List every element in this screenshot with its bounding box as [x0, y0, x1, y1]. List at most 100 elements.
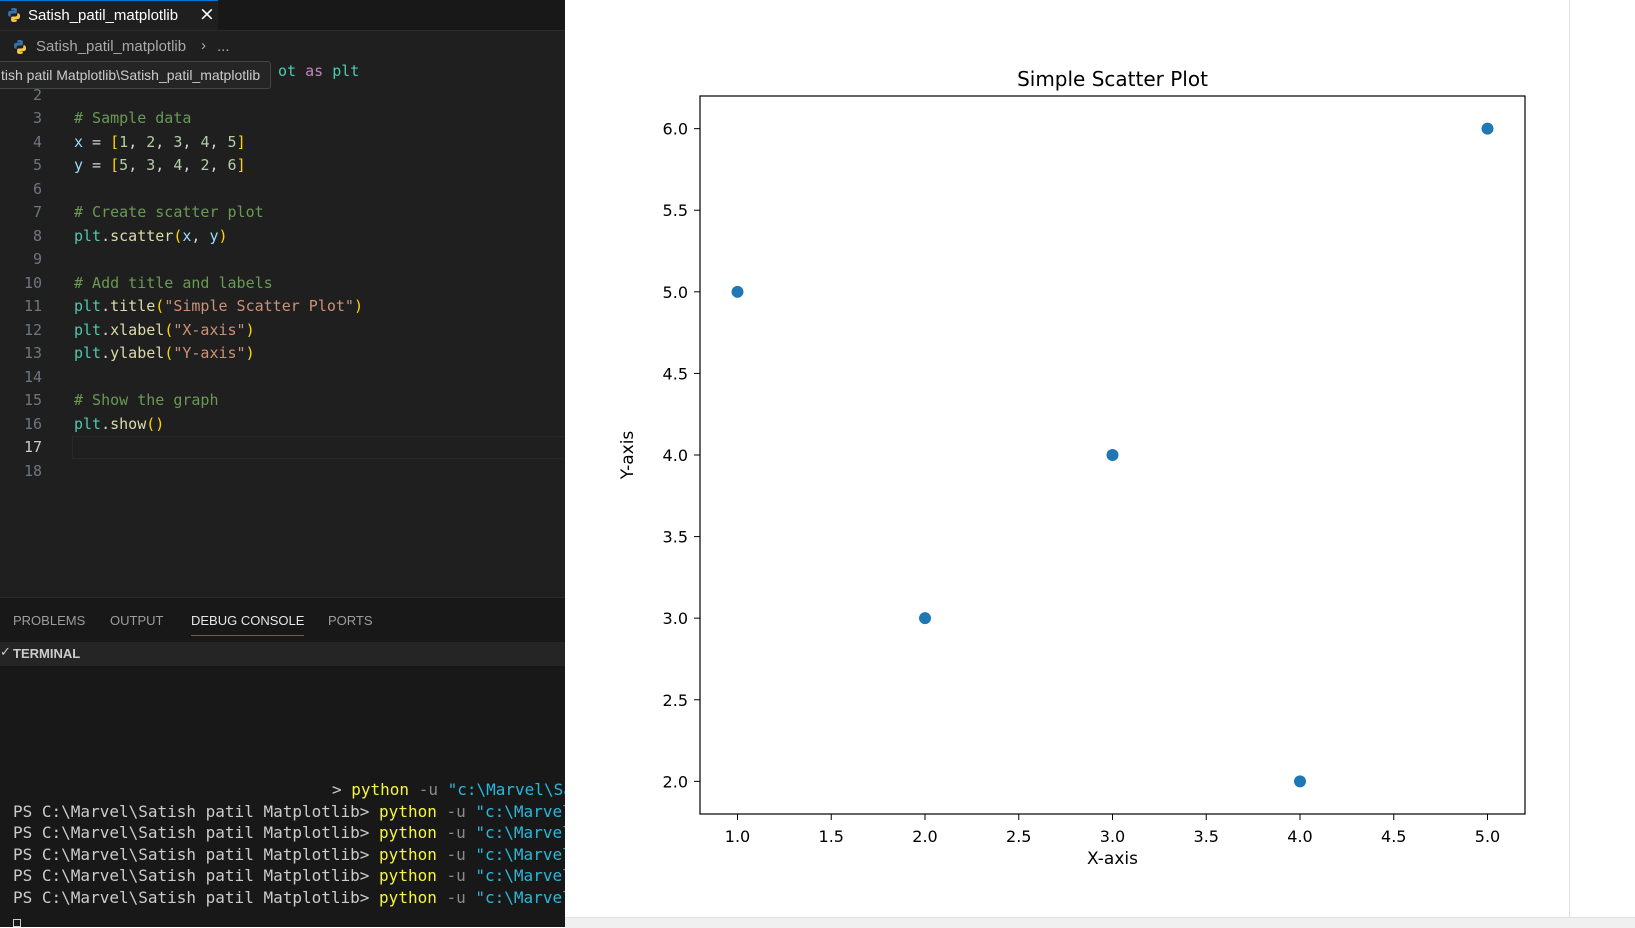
x-tick-label: 1.0: [725, 827, 750, 846]
terminal-flag: -u: [446, 801, 466, 821]
y-tick-label: 2.5: [663, 691, 688, 710]
terminal-label: TERMINAL: [13, 646, 81, 661]
code-token: x: [74, 132, 84, 151]
code-token: ,: [155, 156, 174, 174]
code-token: plt: [74, 320, 102, 339]
code-token: ,: [128, 156, 147, 174]
line-number: 17: [23, 438, 42, 456]
code-token: [323, 62, 332, 80]
line-number: 11: [23, 297, 42, 315]
code-token: 5: [119, 156, 129, 174]
code-token: ): [218, 226, 228, 245]
code-line[interactable]: 8 plt.scatter(x, y): [0, 225, 565, 248]
chart-title: Simple Scatter Plot: [1017, 67, 1208, 91]
code-token: ,: [209, 132, 228, 151]
code-token: x: [182, 226, 192, 245]
terminal-prompt: PS C:\Marvel\Satish patil Matplotlib>: [13, 844, 380, 864]
terminal-line: PS C:\Marvel\Satish patil Matplotlib> py…: [13, 822, 565, 844]
code-text: # Add title and labels: [74, 272, 273, 295]
editor-window: Satish_patil_matplotlib × Satish_patil_m…: [0, 0, 565, 927]
code-line[interactable]: 17: [0, 436, 565, 459]
code-token: 2: [146, 132, 156, 151]
x-tick-label: 4.5: [1381, 827, 1406, 846]
editor-tab[interactable]: Satish_patil_matplotlib ×: [0, 0, 218, 30]
terminal-cmd: python: [379, 866, 437, 885]
terminal-sp: [466, 845, 476, 864]
terminal-arg: "c:\Marvel\Sa: [475, 866, 565, 885]
code-line[interactable]: 2: [0, 84, 565, 107]
line-number: 5: [32, 156, 42, 174]
x-tick-label: 1.5: [819, 827, 844, 846]
code-token: .: [101, 344, 111, 362]
code-token: .: [101, 297, 111, 315]
scatter-point: [1481, 122, 1494, 135]
line-number: 8: [32, 226, 42, 245]
code-line[interactable]: 13 plt.ylabel("Y-axis"): [0, 342, 565, 365]
breadcrumb-more[interactable]: ...: [217, 38, 230, 55]
code-line[interactable]: 15 # Show the graph: [0, 389, 565, 412]
code-line[interactable]: 7 # Create scatter plot: [0, 201, 565, 224]
x-tick-label: 3.0: [1100, 827, 1125, 846]
y-tick-label: 3.5: [663, 528, 688, 547]
data-points: [731, 122, 1494, 788]
code-token: [: [110, 156, 120, 174]
code-line[interactable]: 9: [0, 248, 565, 271]
breadcrumb-file[interactable]: Satish_patil_matplotlib: [36, 38, 187, 55]
code-token: ot: [278, 62, 306, 80]
python-file-icon: [6, 7, 22, 27]
code-token: ,: [191, 226, 210, 245]
code-token: 5: [227, 132, 237, 151]
code-line[interactable]: 6: [0, 178, 565, 201]
y-axis-ticks: 2.0 2.5 3.0 3.5 4.0 4.5 5.0 5.5 6.0: [663, 120, 700, 791]
code-line[interactable]: 14: [0, 366, 565, 389]
code-text: plt.show(): [74, 413, 164, 436]
code-line[interactable]: 3 # Sample data: [0, 107, 565, 130]
code-token: 4: [173, 156, 183, 174]
code-token: xlabel: [110, 320, 165, 339]
x-tick-label: 2.5: [1006, 827, 1031, 846]
plot-window: Simple Scatter Plot 1.0 1.5 2.0 2.5 3.0 3.5 4.…: [565, 0, 1635, 928]
code-line[interactable]: 10 # Add title and labels: [0, 272, 565, 295]
terminal-sp: [438, 780, 448, 799]
code-line[interactable]: 18: [0, 460, 565, 483]
terminal-section-header[interactable]: ✓ TERMINAL: [0, 642, 565, 666]
scatter-point: [731, 285, 744, 298]
terminal-flag: -u: [446, 844, 466, 864]
tab-output[interactable]: OUTPUT: [110, 613, 164, 628]
x-axis-ticks: 1.0 1.5 2.0 2.5 3.0 3.5 4.0 4.5 5.0: [725, 814, 1500, 846]
x-tick-label: 4.0: [1287, 827, 1312, 846]
line-number: 6: [32, 179, 42, 198]
tab-debug-console[interactable]: DEBUG CONSOLE: [191, 613, 305, 636]
code-token: plt: [74, 344, 102, 362]
code-line[interactable]: ot as plt: [0, 60, 565, 83]
y-tick-label: 4.5: [663, 364, 688, 383]
code-line[interactable]: 12 plt.xlabel("X-axis"): [0, 319, 565, 342]
python-file-icon: [12, 39, 28, 59]
scatter-chart: Simple Scatter Plot 1.0 1.5 2.0 2.5 3.0 3.5 4.…: [618, 67, 1526, 869]
terminal-cursor: [13, 919, 21, 927]
code-token: ,: [182, 132, 201, 151]
code-text: plt.xlabel("X-axis"): [74, 319, 255, 342]
code-token: .: [101, 320, 111, 339]
terminal-cmd: python: [351, 780, 410, 799]
tab-ports[interactable]: PORTS: [328, 613, 373, 628]
window-border: [1569, 0, 1570, 917]
code-token: # Add title and labels: [74, 273, 273, 292]
code-line[interactable]: 11 plt.title("Simple Scatter Plot"): [0, 295, 565, 318]
x-tick-label: 2.0: [912, 827, 937, 846]
code-token: (: [155, 297, 165, 315]
line-number: 14: [23, 367, 42, 386]
terminal-prompt: PS C:\Marvel\Satish patil Matplotlib>: [13, 823, 380, 842]
editor-tab-bar: Satish_patil_matplotlib ×: [0, 0, 565, 31]
code-token: [: [110, 132, 120, 151]
terminal-prompt: PS C:\Marvel\Satish patil Matplotlib>: [13, 801, 380, 821]
close-icon[interactable]: ×: [199, 3, 215, 25]
terminal-line: PS C:\Marvel\Satish patil Matplotlib> py…: [13, 865, 565, 887]
code-line[interactable]: 16 plt.show(): [0, 413, 565, 436]
y-tick-label: 2.0: [663, 772, 688, 791]
tab-problems[interactable]: PROBLEMS: [13, 613, 86, 628]
scatter-point: [1106, 449, 1119, 461]
bottom-panel: PROBLEMS OUTPUT DEBUG CONSOLE PORTS ✓ TE…: [0, 597, 565, 927]
